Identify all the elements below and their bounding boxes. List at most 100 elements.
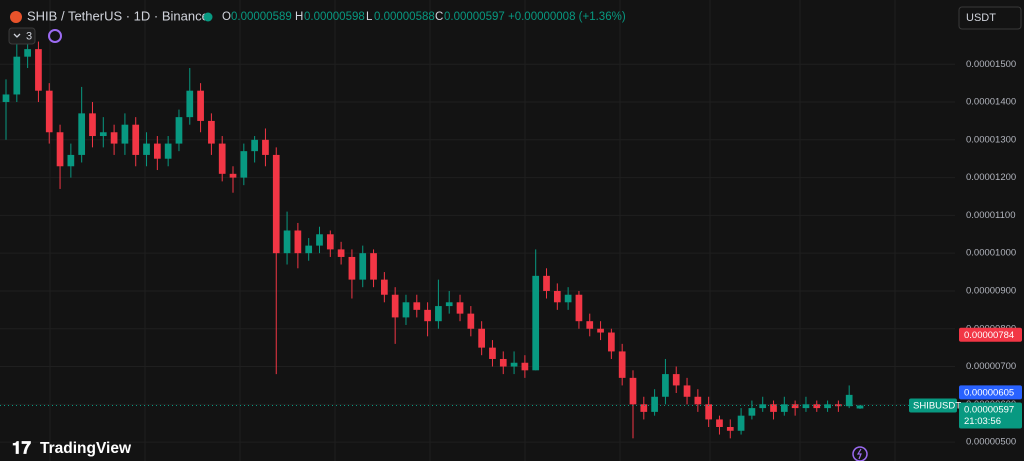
candle-body [110, 132, 118, 144]
candle-body [89, 113, 96, 137]
symbol-icon [10, 11, 22, 23]
logo[interactable]: TradingView [40, 440, 132, 457]
candle-body [478, 328, 485, 348]
candle-body [348, 256, 356, 280]
ohlc-key: O [222, 11, 231, 23]
candle-body [99, 132, 107, 137]
y-tick-label: 0.00000700 [966, 361, 1016, 372]
candle-body [705, 404, 713, 420]
candle-body [608, 332, 615, 352]
candle-body [251, 139, 258, 152]
candle-body [737, 415, 745, 431]
candle-body [521, 362, 529, 371]
candle-body [618, 351, 626, 378]
candle-body [197, 90, 204, 121]
ohlc-value: 0.00000588 [374, 11, 435, 23]
y-tick-label: 0.00001400 [966, 97, 1016, 108]
candle-body [283, 230, 291, 254]
lightning-icon[interactable] [852, 446, 868, 461]
candle-body [305, 245, 313, 254]
candle-body [424, 309, 431, 322]
candle-body [564, 294, 572, 303]
candle-body [326, 234, 334, 250]
candle-body [35, 49, 42, 91]
candle-body [510, 362, 518, 367]
candle-body [845, 394, 853, 407]
candle-body [132, 124, 140, 155]
candle-body [413, 302, 421, 310]
candle-body [67, 154, 75, 167]
currency-select[interactable] [958, 6, 1022, 30]
candle-body [543, 275, 550, 291]
ohlc-value: 0.00000589 [231, 11, 292, 23]
candle-body [532, 275, 540, 371]
lightning [856, 448, 862, 460]
last-price-label: 0.00000597 [964, 404, 1014, 415]
candle-body [575, 294, 583, 322]
candle-body [262, 139, 269, 155]
candle-body [143, 143, 150, 155]
candle-body [835, 404, 842, 407]
candle-body [240, 151, 248, 178]
y-tick-label: 0.00000500 [966, 437, 1016, 448]
candle-body [748, 408, 756, 416]
ohlc-value: 0.00000598 [304, 11, 365, 23]
candle-body [467, 313, 475, 329]
symbol-tag-label: SHIBUSDT [913, 400, 961, 411]
chart-title[interactable]: SHIB / TetherUS · 1D · Binance [27, 8, 209, 23]
candle-body [716, 419, 723, 427]
candle-body [553, 290, 561, 303]
chevron [13, 33, 21, 38]
indicator-toggle[interactable] [8, 27, 36, 45]
candle-body [662, 374, 669, 397]
y-tick-label: 0.00000900 [966, 285, 1016, 296]
candle-body [629, 377, 637, 405]
candle-body [435, 306, 442, 322]
candle-body [381, 279, 388, 295]
candle-body [813, 404, 821, 409]
candle-body [370, 253, 377, 280]
candle-body [683, 385, 691, 397]
ohlc-key: C [435, 11, 443, 23]
candle-body [2, 94, 10, 103]
price-tag [959, 327, 1022, 342]
candle-body [445, 302, 453, 307]
ohlc-key: H [295, 11, 303, 23]
price-tag-label: 0.00000605 [964, 387, 1014, 398]
candle-body [402, 302, 410, 318]
currency: USDT [966, 12, 996, 24]
candle-body [294, 230, 302, 254]
price-tag [959, 385, 1022, 400]
candle-body [770, 404, 777, 412]
indicator-count: 3 [26, 30, 32, 42]
candle-body [56, 132, 64, 167]
y-tick-label: 0.00001500 [966, 59, 1016, 70]
candle-body [153, 143, 161, 159]
candle-body [456, 302, 464, 314]
candle-body [489, 347, 496, 359]
candle-body [586, 321, 594, 329]
change: +0.00000008 (+1.36%) [508, 11, 626, 23]
y-tick-label: 0.00001300 [966, 134, 1016, 145]
candle-body [759, 404, 767, 409]
candle-body [651, 396, 658, 412]
candle-body [164, 143, 172, 159]
candle-body [218, 143, 226, 174]
y-tick-label: 0.00001200 [966, 172, 1016, 183]
candle-body [359, 253, 367, 280]
price-tag-label: 0.00000784 [964, 330, 1014, 341]
candle-body [175, 117, 183, 144]
ohlc-value: 0.00000597 [444, 11, 505, 23]
candle-body [78, 113, 86, 155]
last-price-box [959, 402, 1022, 429]
sync-icon[interactable] [48, 29, 62, 43]
candle-body [499, 358, 507, 367]
candle-body [780, 404, 788, 412]
symbol-tag [909, 398, 957, 413]
candle-body [672, 374, 680, 386]
candle-body [272, 154, 280, 254]
ohlc-key: L [366, 11, 373, 23]
candle-body [229, 173, 237, 178]
